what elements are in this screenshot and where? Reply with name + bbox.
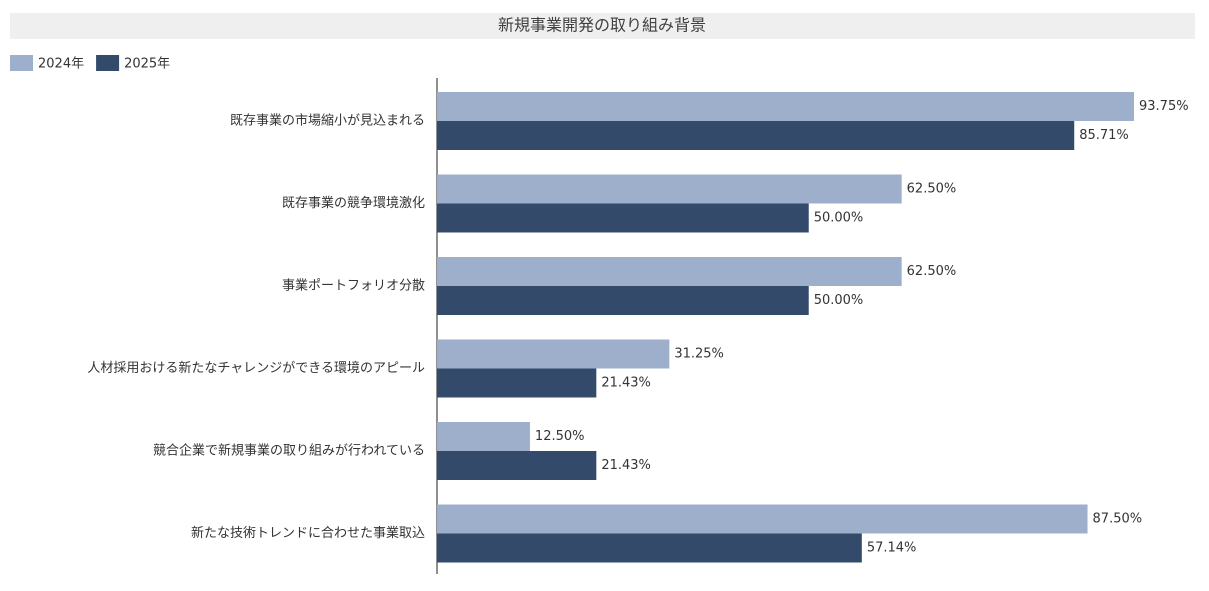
bar: [437, 339, 670, 369]
value-label: 57.14%: [867, 541, 917, 556]
value-label: 50.00%: [814, 211, 864, 226]
category-label: 人材採用おける新たなチャレンジができる環境のアピール: [87, 360, 425, 376]
bar: [437, 286, 809, 315]
value-label: 31.25%: [674, 347, 724, 362]
bar: [437, 533, 862, 563]
value-label: 62.50%: [907, 264, 957, 279]
value-label: 12.50%: [535, 429, 585, 444]
category-label: 事業ポートフォリオ分散: [282, 278, 425, 294]
bar: [437, 504, 1088, 534]
bar: [437, 203, 809, 233]
category-label: 競合企業で新規事業の取り組みが行われている: [153, 443, 425, 459]
value-label: 50.00%: [814, 293, 864, 308]
bar: [437, 174, 902, 204]
value-label: 21.43%: [601, 458, 651, 473]
category-label: 既存事業の競争環境激化: [282, 195, 425, 211]
bar: [437, 121, 1075, 150]
category-label: 既存事業の市場縮小が見込まれる: [230, 113, 425, 129]
value-label: 93.75%: [1139, 99, 1189, 114]
category-label: 新たな技術トレンドに合わせた事業取込: [191, 525, 425, 541]
chart-title: 新規事業開発の取り組み背景: [498, 16, 706, 35]
title-band: [10, 13, 1195, 39]
legend-swatch: [96, 55, 120, 71]
value-label: 62.50%: [907, 182, 957, 197]
legend-label: 2024年: [38, 57, 84, 72]
value-label: 87.50%: [1093, 512, 1143, 527]
legend-swatch: [10, 55, 33, 71]
value-label: 85.71%: [1079, 128, 1129, 143]
bar: [437, 257, 902, 286]
value-label: 21.43%: [601, 376, 651, 391]
bar: [437, 368, 597, 398]
bar: [437, 422, 530, 451]
bar: [437, 92, 1134, 121]
legend-label: 2025年: [124, 57, 170, 72]
bar: [437, 451, 597, 480]
